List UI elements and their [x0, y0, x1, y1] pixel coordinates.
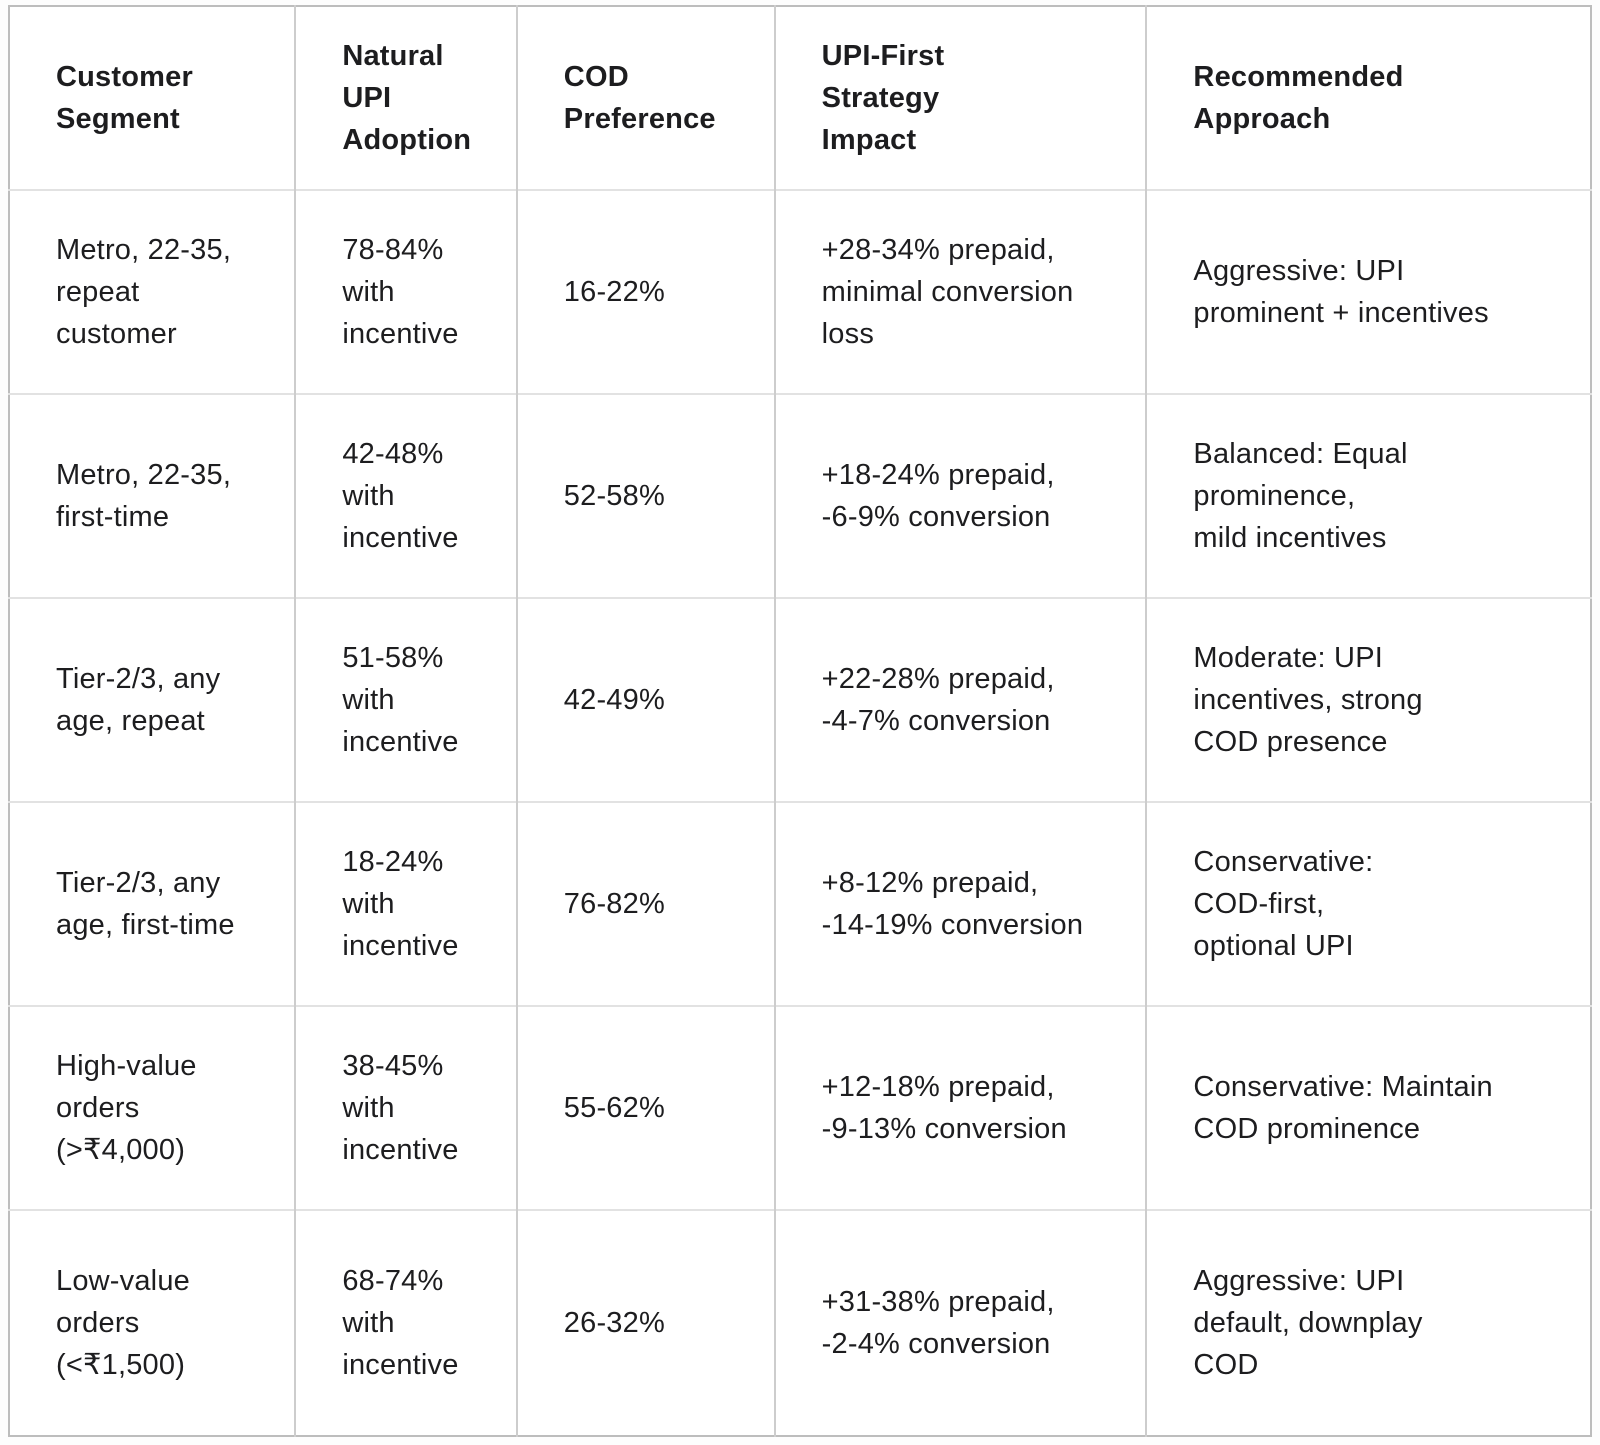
cell-recommended-approach: Aggressive: UPI default, downplay COD — [1145, 1209, 1591, 1436]
cell-segment: High-value orders (>₹4,000) — [9, 1005, 296, 1211]
cell-recommended-approach: Conservative: Maintain COD prominence — [1145, 1005, 1591, 1211]
cell-segment: Low-value orders (<₹1,500) — [9, 1209, 296, 1436]
column-header-natural-upi-adoption: Natural UPI Adoption — [294, 6, 517, 191]
cell-strategy-impact: +28-34% prepaid, minimal conversion loss — [773, 189, 1147, 395]
cell-strategy-impact: +18-24% prepaid, -6-9% conversion — [773, 393, 1147, 599]
cell-cod-preference: 76-82% — [515, 801, 775, 1007]
cell-recommended-approach: Balanced: Equal prominence, mild incenti… — [1145, 393, 1591, 599]
cell-upi-adoption: 18-24% with incentive — [294, 801, 517, 1007]
cell-cod-preference: 55-62% — [515, 1005, 775, 1211]
cell-segment: Metro, 22-35, first-time — [9, 393, 296, 599]
table-row: Metro, 22-35, first-time 42-48% with inc… — [9, 393, 1591, 599]
cell-upi-adoption: 51-58% with incentive — [294, 597, 517, 803]
cell-recommended-approach: Moderate: UPI incentives, strong COD pre… — [1145, 597, 1591, 803]
cell-strategy-impact: +22-28% prepaid, -4-7% conversion — [773, 597, 1147, 803]
table-row: Low-value orders (<₹1,500) 68-74% with i… — [9, 1209, 1591, 1436]
column-header-upi-first-strategy-impact: UPI-First Strategy Impact — [773, 6, 1147, 191]
cell-strategy-impact: +8-12% prepaid, -14-19% conversion — [773, 801, 1147, 1007]
cell-upi-adoption: 38-45% with incentive — [294, 1005, 517, 1211]
cell-segment: Tier-2/3, any age, repeat — [9, 597, 296, 803]
cell-recommended-approach: Aggressive: UPI prominent + incentives — [1145, 189, 1591, 395]
table-row: Metro, 22-35, repeat customer 78-84% wit… — [9, 189, 1591, 395]
cell-upi-adoption: 78-84% with incentive — [294, 189, 517, 395]
cell-strategy-impact: +31-38% prepaid, -2-4% conversion — [773, 1209, 1147, 1436]
column-header-recommended-approach: Recommended Approach — [1145, 6, 1591, 191]
table-row: High-value orders (>₹4,000) 38-45% with … — [9, 1005, 1591, 1211]
cell-segment: Tier-2/3, any age, first-time — [9, 801, 296, 1007]
table-header-row: Customer Segment Natural UPI Adoption CO… — [9, 6, 1591, 191]
table-row: Tier-2/3, any age, first-time 18-24% wit… — [9, 801, 1591, 1007]
cell-cod-preference: 16-22% — [515, 189, 775, 395]
segment-strategy-table: Customer Segment Natural UPI Adoption CO… — [8, 5, 1592, 1437]
cell-cod-preference: 26-32% — [515, 1209, 775, 1436]
cell-strategy-impact: +12-18% prepaid, -9-13% conversion — [773, 1005, 1147, 1211]
cell-cod-preference: 52-58% — [515, 393, 775, 599]
cell-upi-adoption: 68-74% with incentive — [294, 1209, 517, 1436]
table-row: Tier-2/3, any age, repeat 51-58% with in… — [9, 597, 1591, 803]
column-header-cod-preference: COD Preference — [515, 6, 775, 191]
cell-upi-adoption: 42-48% with incentive — [294, 393, 517, 599]
cell-segment: Metro, 22-35, repeat customer — [9, 189, 296, 395]
cell-cod-preference: 42-49% — [515, 597, 775, 803]
column-header-customer-segment: Customer Segment — [56, 61, 193, 136]
cell-recommended-approach: Conservative: COD-first, optional UPI — [1145, 801, 1591, 1007]
table-container: Customer Segment Natural UPI Adoption CO… — [8, 5, 1592, 1437]
